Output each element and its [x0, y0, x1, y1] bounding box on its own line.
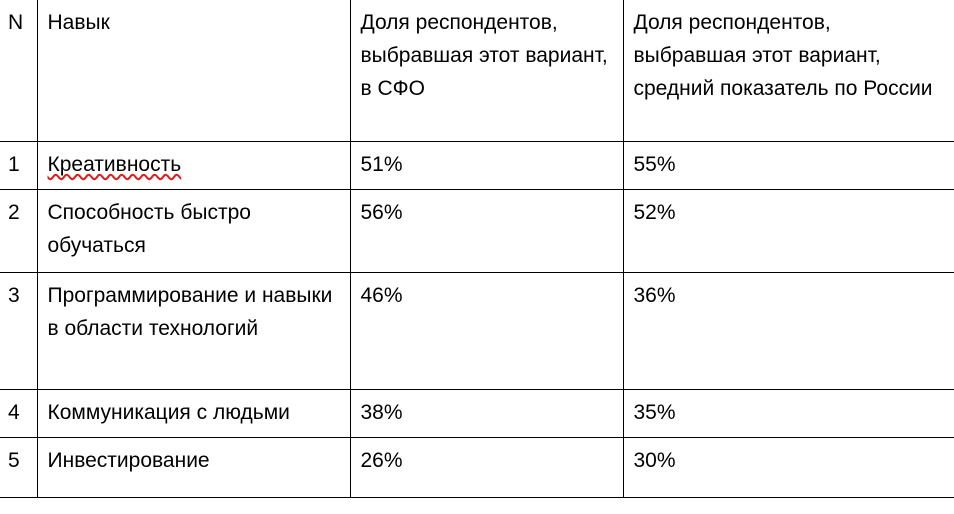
row-number: 3	[0, 271, 38, 390]
table-row: 3 Программирование и навыки в области те…	[0, 271, 954, 390]
table-row: 1 Креативность 51% 55%	[0, 140, 954, 190]
row-number: 4	[0, 388, 38, 438]
row-share-russia: 52%	[622, 188, 954, 273]
row-share-sfo: 46%	[349, 271, 624, 390]
row-share-russia: 35%	[622, 388, 954, 438]
row-share-russia: 55%	[622, 140, 954, 190]
row-share-sfo: 38%	[349, 388, 624, 438]
spellcheck-flagged-text: Креативность	[47, 152, 182, 176]
row-share-sfo: 51%	[349, 140, 624, 190]
table-row: 4 Коммуникация с людьми 38% 35%	[0, 388, 954, 438]
header-skill: Навык	[36, 0, 351, 142]
row-number: 1	[0, 140, 38, 190]
table-row: 5 Инвестирование 26% 30%	[0, 436, 954, 498]
row-skill: Коммуникация с людьми	[36, 388, 351, 438]
header-n: N	[0, 0, 38, 142]
row-number: 2	[0, 188, 38, 273]
table-header-row: N Навык Доля респондентов, выбравшая это…	[0, 0, 954, 142]
row-skill: Способность быстро обучаться	[36, 188, 351, 273]
row-skill: Креативность	[36, 140, 351, 190]
header-share-russia: Доля респондентов, выбравшая этот вариан…	[622, 0, 954, 142]
row-share-russia: 30%	[622, 436, 954, 498]
row-share-sfo: 26%	[349, 436, 624, 498]
row-share-sfo: 56%	[349, 188, 624, 273]
skills-table: N Навык Доля респондентов, выбравшая это…	[0, 0, 954, 498]
row-skill: Программирование и навыки в области техн…	[36, 271, 351, 390]
row-share-russia: 36%	[622, 271, 954, 390]
header-share-sfo: Доля респондентов, выбравшая этот вариан…	[349, 0, 624, 142]
row-skill: Инвестирование	[36, 436, 351, 498]
table-row: 2 Способность быстро обучаться 56% 52%	[0, 188, 954, 273]
row-number: 5	[0, 436, 38, 498]
